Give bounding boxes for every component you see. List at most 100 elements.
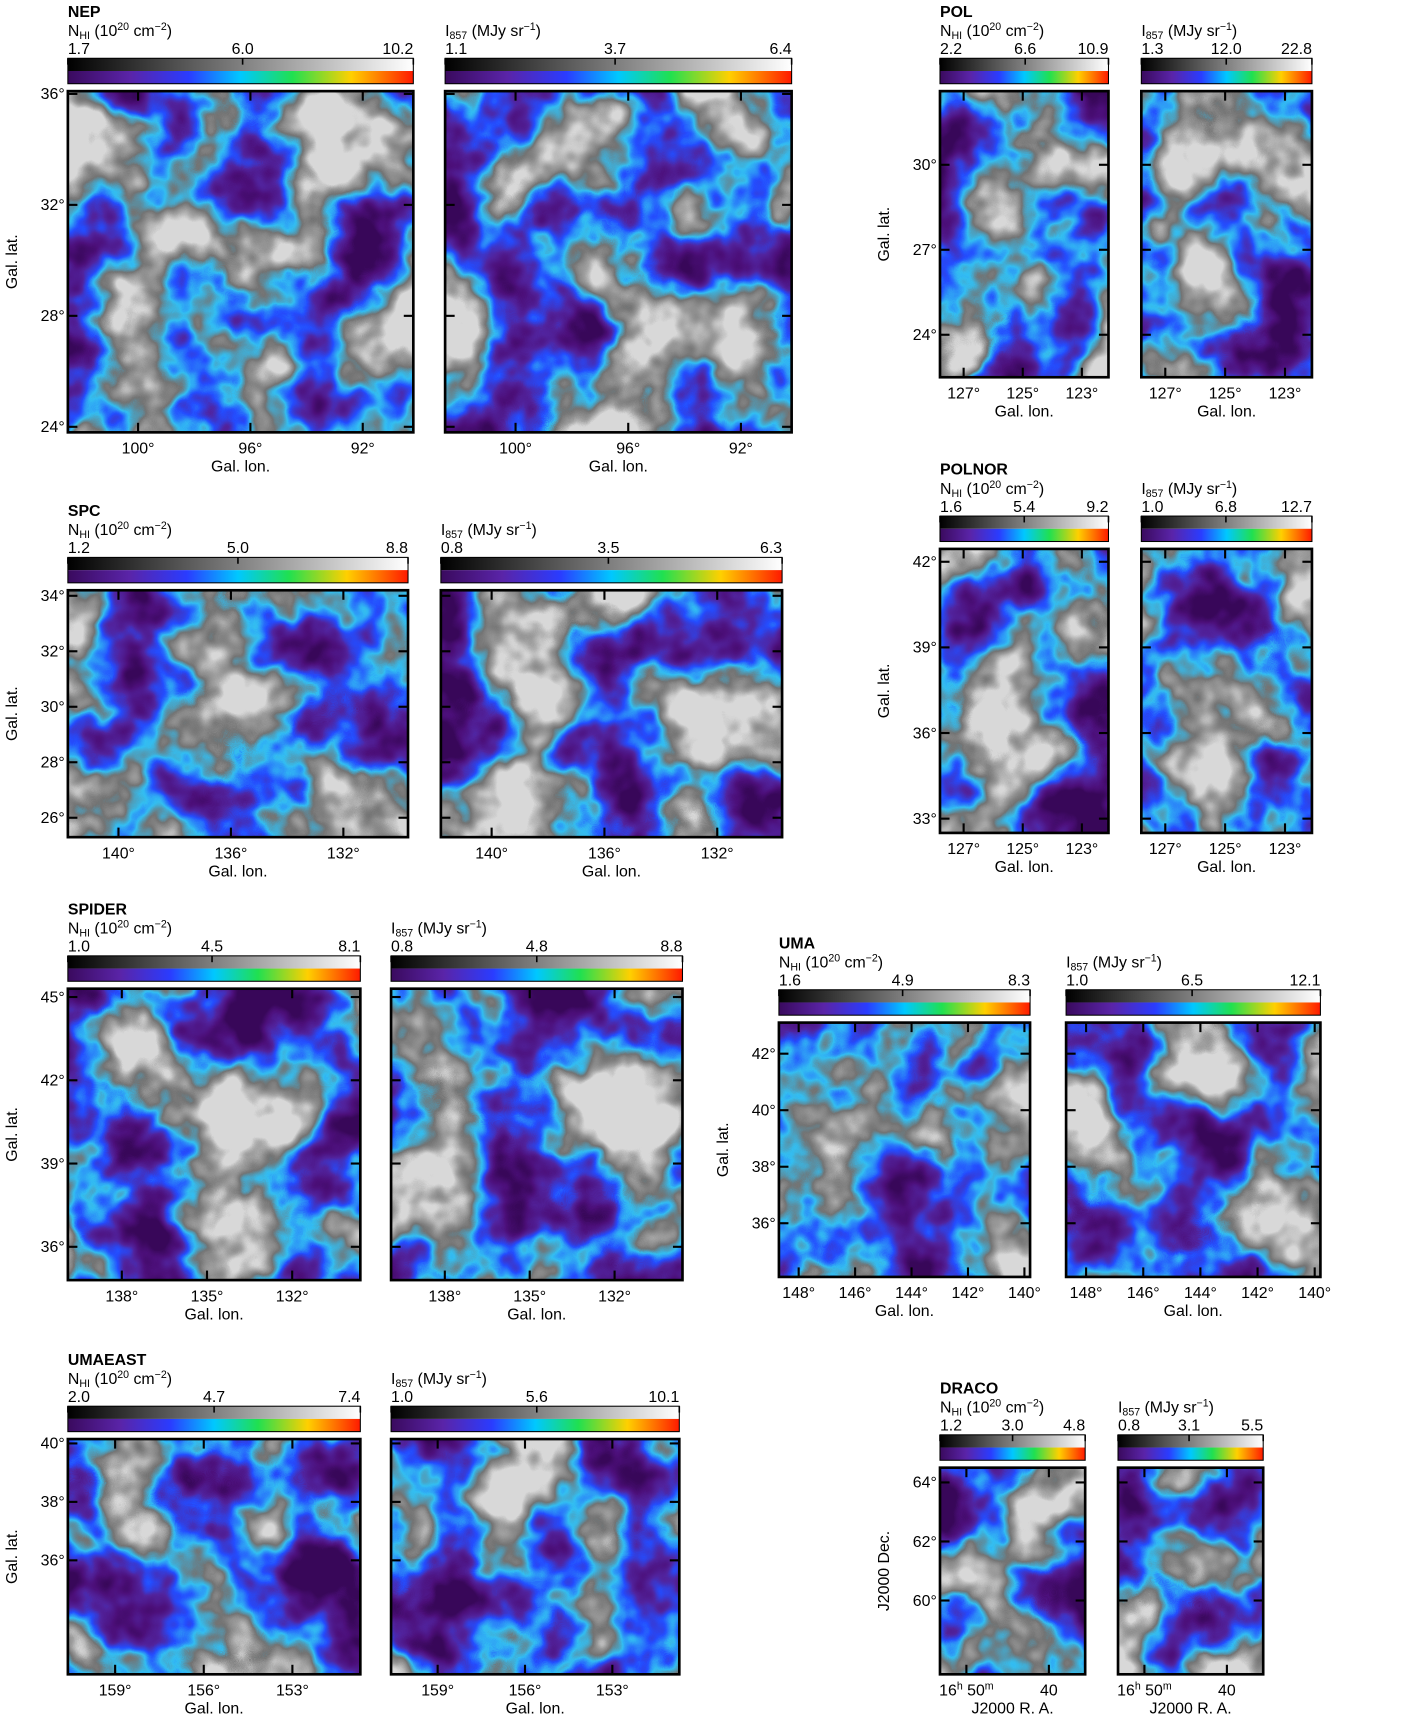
- x-tick-label: 136°: [214, 845, 247, 862]
- colorbar-tick-label: 3.7: [604, 41, 626, 58]
- y-tick-label: 40°: [752, 1103, 776, 1120]
- y-tick-label: 28°: [41, 755, 65, 772]
- text-segment: HI: [951, 30, 962, 42]
- x-tick-label: 92°: [729, 441, 753, 458]
- y-tick-label: 38°: [41, 1494, 65, 1511]
- colorbar-color: [1141, 70, 1312, 84]
- text-segment: ): [1039, 1400, 1044, 1417]
- colorbar-tick-label: 1.6: [779, 973, 801, 990]
- x-tick-label: 135°: [191, 1288, 224, 1305]
- text-segment: (10: [90, 23, 118, 40]
- colorbar-label: I857 (MJy sr−1): [1118, 1397, 1214, 1419]
- colorbar-color: [445, 70, 792, 84]
- text-segment: ): [1232, 23, 1237, 40]
- map-image: [391, 988, 683, 1281]
- colorbar-label: NHI (1020 cm−2): [940, 1397, 1044, 1419]
- y-tick-label: 60°: [913, 1593, 937, 1610]
- colorbar-gray: [67, 955, 361, 969]
- colorbar-label: I857 (MJy sr−1): [391, 1369, 487, 1391]
- text-segment: −1: [519, 520, 531, 532]
- colorbar-gray: [939, 58, 1109, 71]
- text-segment: 16: [1117, 1683, 1135, 1700]
- colorbar-tick-label: 8.8: [660, 939, 682, 956]
- text-segment: (10: [90, 522, 118, 539]
- x-tick-label: 153°: [276, 1683, 309, 1700]
- text-segment: 857: [445, 529, 463, 541]
- map-image: [445, 91, 792, 433]
- text-segment: h: [1135, 1680, 1141, 1692]
- text-segment: 857: [1146, 30, 1164, 42]
- y-tick-label: 26°: [41, 810, 65, 827]
- x-axis-label: Gal. lon.: [1197, 859, 1256, 876]
- colorbar-color: [1118, 1447, 1264, 1461]
- colorbar-tick-label: 1.0: [1066, 973, 1088, 990]
- text-segment: 50: [1141, 1683, 1163, 1700]
- map-frame: [1116, 1466, 1265, 1676]
- text-segment: I: [445, 23, 449, 40]
- x-tick-label: 142°: [952, 1285, 985, 1302]
- panel-title: SPC: [68, 503, 101, 520]
- colorbar-tick-label: 5.4: [1013, 499, 1035, 516]
- text-segment: −2: [866, 952, 878, 964]
- colorbar-color: [1141, 528, 1312, 542]
- text-segment: HI: [79, 1378, 90, 1390]
- colorbar-tick-label: 6.5: [1181, 973, 1203, 990]
- y-tick-label: 42°: [41, 1073, 65, 1090]
- colorbar-tick-label: 6.0: [232, 41, 254, 58]
- text-segment: −1: [1145, 952, 1157, 964]
- x-axis-label: Gal. lon.: [211, 459, 270, 476]
- colorbar-tick-label: 22.8: [1281, 41, 1312, 58]
- y-tick-label: 42°: [913, 554, 937, 571]
- colorbar-color: [1066, 1002, 1321, 1016]
- y-tick-label: 39°: [913, 640, 937, 657]
- text-segment: I: [1118, 1400, 1122, 1417]
- colorbar-tick-label: 6.8: [1215, 499, 1237, 516]
- y-tick-label: 36°: [41, 1239, 65, 1256]
- map-frame: [1064, 1021, 1322, 1279]
- y-tick-label: 32°: [41, 197, 65, 214]
- text-segment: −1: [1220, 478, 1232, 490]
- text-segment: −2: [1027, 478, 1039, 490]
- text-segment: (10: [962, 1400, 990, 1417]
- map-frame: [443, 89, 793, 434]
- map-image: [939, 1467, 1086, 1675]
- text-segment: 16: [939, 1683, 957, 1700]
- x-tick-label: 140°: [475, 845, 508, 862]
- colorbar-tick-label: 3.5: [597, 540, 619, 557]
- text-segment: I: [391, 921, 395, 938]
- colorbar-tick-label: 1.0: [68, 939, 90, 956]
- colorbar-tick-label: 0.8: [441, 540, 463, 557]
- x-tick-label: 146°: [839, 1285, 872, 1302]
- x-axis-label: Gal. lon.: [185, 1701, 244, 1718]
- x-tick-label: 159°: [421, 1683, 454, 1700]
- x-tick-label: 132°: [276, 1288, 309, 1305]
- text-segment: −1: [470, 1369, 482, 1381]
- x-axis-label: J2000 R. A.: [1150, 1701, 1232, 1718]
- text-segment: I: [1141, 23, 1145, 40]
- map-image: [939, 91, 1109, 378]
- y-axis-label: Gal. lat.: [876, 207, 893, 262]
- colorbar-tick-label: 0.8: [1118, 1418, 1140, 1435]
- colorbar-frame: [939, 57, 1110, 85]
- text-segment: −2: [155, 918, 167, 930]
- text-segment: HI: [79, 30, 90, 42]
- x-tick-label: 123°: [1065, 841, 1098, 858]
- text-segment: 20: [989, 478, 1001, 490]
- y-axis-label: Gal. lat.: [4, 234, 21, 289]
- y-tick-label: 32°: [41, 644, 65, 661]
- x-tick-label: 146°: [1127, 1285, 1160, 1302]
- map-frame: [389, 987, 684, 1282]
- panel-title: SPIDER: [68, 902, 128, 919]
- y-tick-label: 33°: [913, 811, 937, 828]
- map-image: [778, 1022, 1031, 1277]
- y-tick-label: 64°: [913, 1475, 937, 1492]
- y-axis-label: Gal. lat.: [715, 1122, 732, 1177]
- colorbar-color: [67, 70, 414, 84]
- text-segment: 857: [1146, 488, 1164, 500]
- x-tick-label: 156°: [509, 1683, 542, 1700]
- x-axis-label: Gal. lon.: [995, 859, 1054, 876]
- x-tick-label: 132°: [327, 845, 360, 862]
- colorbar-label: I857 (MJy sr−1): [1066, 952, 1162, 974]
- x-tick-label: 127°: [1149, 385, 1182, 402]
